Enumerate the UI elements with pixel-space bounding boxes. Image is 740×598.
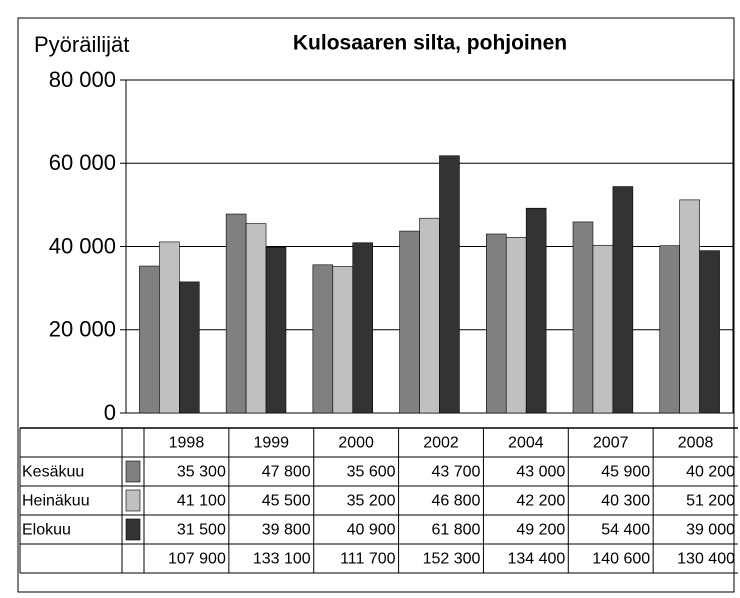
table-value: 35 600	[347, 464, 396, 481]
table-value: 35 200	[347, 493, 396, 510]
y-tick-label: 0	[104, 400, 116, 425]
table-value: 46 800	[431, 493, 480, 510]
table-value: 40 300	[601, 493, 650, 510]
x-tick-label: 1999	[253, 435, 289, 452]
legend-label: Elokuu	[22, 522, 71, 539]
bar	[312, 264, 334, 414]
bar	[352, 242, 374, 414]
bar	[419, 217, 440, 414]
y-axis-label: Pyöräilijät	[34, 32, 129, 57]
table-value: 35 300	[177, 464, 226, 481]
y-tick-label: 60 000	[49, 150, 116, 175]
bar	[659, 245, 680, 414]
table-value: 39 000	[686, 522, 735, 539]
table-value: 49 200	[516, 522, 565, 539]
legend-label: Kesäkuu	[22, 464, 84, 481]
y-tick-label: 40 000	[49, 233, 116, 258]
bar	[439, 155, 460, 414]
bar	[679, 199, 700, 414]
table-value: 43 700	[431, 464, 480, 481]
bar	[159, 241, 180, 414]
y-tick-label: 80 000	[49, 67, 116, 92]
table-value: 61 800	[431, 522, 480, 539]
table-value: 31 500	[177, 522, 226, 539]
bar	[245, 223, 267, 414]
table-value: 43 000	[516, 464, 565, 481]
legend-swatch	[125, 518, 141, 541]
table-value: 40 200	[686, 464, 735, 481]
bar	[139, 265, 160, 414]
bar	[332, 266, 354, 414]
table-value: 40 900	[347, 522, 396, 539]
table-total: 140 600	[592, 551, 650, 568]
legend-label: Heinäkuu	[22, 493, 90, 510]
y-tick-label: 20 000	[49, 317, 116, 342]
bar	[505, 237, 527, 414]
table-total: 111 700	[340, 551, 396, 568]
table-value: 51 200	[686, 493, 735, 510]
legend-swatch	[125, 460, 141, 483]
table-value: 41 100	[177, 493, 226, 510]
x-tick-label: 2008	[678, 435, 714, 452]
bar	[265, 247, 287, 414]
table-value: 39 800	[262, 522, 311, 539]
legend-swatch	[125, 489, 141, 512]
bar	[399, 230, 420, 414]
bar	[592, 244, 614, 414]
bar	[572, 221, 594, 414]
chart-title: Kulosaaren silta, pohjoinen	[293, 32, 567, 55]
table-total: 107 900	[168, 551, 226, 568]
bar	[525, 207, 547, 414]
x-tick-label: 1998	[169, 435, 205, 452]
table-value: 47 800	[262, 464, 311, 481]
x-tick-label: 2007	[593, 435, 629, 452]
table-total: 133 100	[253, 551, 311, 568]
bar	[699, 250, 720, 414]
table-value: 42 200	[516, 493, 565, 510]
table-value: 54 400	[601, 522, 650, 539]
table-total: 152 300	[423, 551, 481, 568]
table-value: 45 500	[262, 493, 311, 510]
x-tick-label: 2004	[508, 435, 544, 452]
bar	[612, 186, 634, 414]
bar	[179, 281, 200, 414]
table-total: 130 400	[677, 551, 735, 568]
bar	[225, 213, 247, 414]
table-value: 45 900	[601, 464, 650, 481]
x-tick-label: 2000	[338, 435, 374, 452]
bar	[485, 233, 507, 414]
table-total: 134 400	[507, 551, 565, 568]
x-tick-label: 2002	[423, 435, 459, 452]
